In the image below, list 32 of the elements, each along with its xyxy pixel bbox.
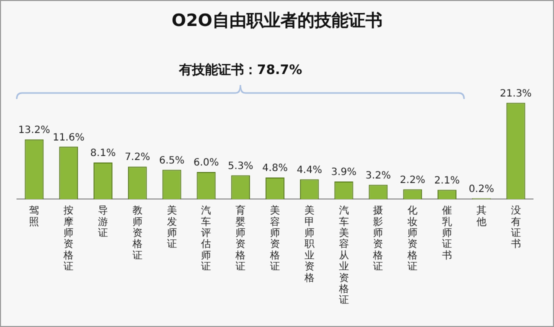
x-tick-label: 导游证 xyxy=(98,206,108,239)
x-tick-label: 摄影师资格证 xyxy=(372,204,384,273)
data-label: 6.5% xyxy=(159,155,185,166)
data-label: 0.2% xyxy=(468,184,494,195)
x-tick-label: 没有证书 xyxy=(510,204,521,250)
data-label: 21.3% xyxy=(500,88,532,100)
data-label: 3.2% xyxy=(365,170,391,182)
data-label: 2.2% xyxy=(400,174,426,186)
data-label: 2.1% xyxy=(434,175,460,186)
x-tick-label: 按摩师资格证 xyxy=(62,204,74,273)
data-label: 3.9% xyxy=(331,167,357,178)
data-label: 6.0% xyxy=(193,158,219,169)
text: 有技能证书：78.7% xyxy=(178,62,304,79)
x-tick-label: 育婴师资格证 xyxy=(234,204,246,273)
x-tick-label: 其他 xyxy=(476,204,486,228)
x-tick-label: 美发师证 xyxy=(166,204,177,250)
chart-title: O2O自由职业者的技能证书 xyxy=(170,10,384,32)
data-label: 5.3% xyxy=(228,160,254,172)
data-label: 8.1% xyxy=(90,148,116,160)
data-label: 11.6% xyxy=(52,132,84,144)
data-label: 13.2% xyxy=(18,125,50,136)
data-label: 7.2% xyxy=(124,152,150,164)
x-tick-label: 驾照 xyxy=(29,206,40,228)
x-tick-label: 汽车评估师证 xyxy=(201,204,212,273)
x-tick-label: 催乳师证书 xyxy=(442,206,452,262)
data-label: 4.8% xyxy=(262,163,288,174)
x-tick-label: 美甲师职业资格 xyxy=(303,204,314,284)
category-label: 汽车美容从业资格证 xyxy=(338,206,349,306)
x-tick-label: 教师资格证 xyxy=(131,206,142,262)
data-label: 4.4% xyxy=(296,164,322,176)
x-tick-label: 化妆师资格证 xyxy=(406,204,418,273)
x-tick-label: 美容师资格证 xyxy=(269,204,280,273)
